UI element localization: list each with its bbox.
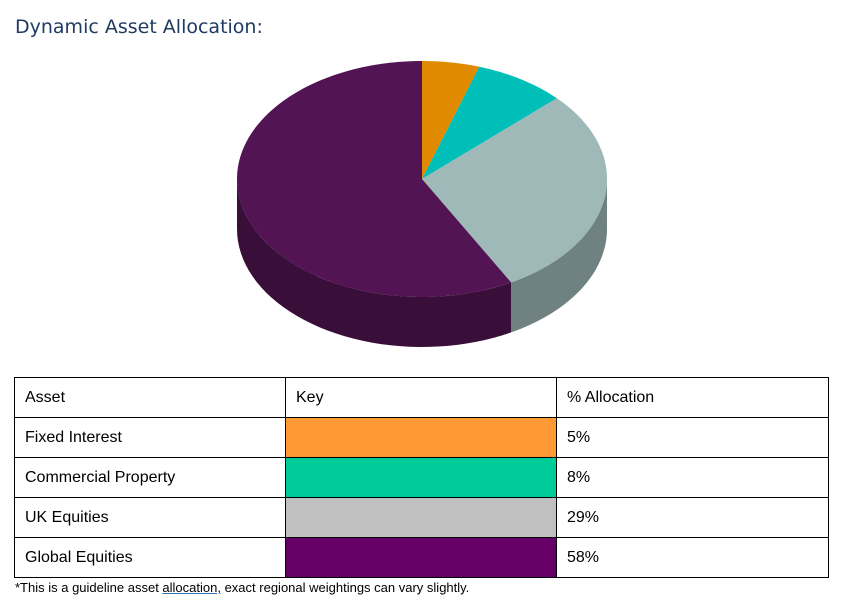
asset-name: Global Equities xyxy=(14,537,286,578)
allocation-value: 8% xyxy=(556,457,829,498)
footnote-text-end: exact regional weightings can vary sligh… xyxy=(220,580,470,595)
key-swatch xyxy=(286,538,556,577)
asset-name: Fixed Interest xyxy=(14,417,286,458)
key-swatch xyxy=(286,458,556,497)
table-row: Commercial Property 8% xyxy=(14,457,829,498)
page-title: Dynamic Asset Allocation: xyxy=(15,16,263,38)
table-row: UK Equities 29% xyxy=(14,497,829,538)
footnote-underlined-word: allocation, xyxy=(162,580,221,595)
allocation-value: 58% xyxy=(556,537,829,578)
key-swatch xyxy=(286,498,556,537)
pie-slice-global-equities xyxy=(237,61,512,297)
pie-side-global-equities xyxy=(237,179,512,347)
asset-name: UK Equities xyxy=(14,497,286,538)
footnote-text: *This is a guideline asset xyxy=(15,580,163,595)
pie-sides xyxy=(237,179,607,347)
key-cell xyxy=(285,497,557,538)
asset-name: Commercial Property xyxy=(14,457,286,498)
table-row: Fixed Interest 5% xyxy=(14,417,829,458)
allocation-pie-chart xyxy=(237,61,607,347)
header-allocation: % Allocation xyxy=(556,377,829,418)
allocation-value: 29% xyxy=(556,497,829,538)
allocation-table: Asset Key % Allocation Fixed Interest 5%… xyxy=(14,377,829,578)
pie-slice-fixed-interest xyxy=(422,61,480,179)
header-asset: Asset xyxy=(14,377,286,418)
pie-slice-commercial-property xyxy=(422,66,557,179)
key-swatch xyxy=(286,418,556,457)
key-cell xyxy=(285,537,557,578)
allocation-value: 5% xyxy=(556,417,829,458)
key-cell xyxy=(285,457,557,498)
pie-side-uk-equities xyxy=(511,179,607,333)
table-header-row: Asset Key % Allocation xyxy=(14,377,829,418)
pie-top xyxy=(237,61,607,297)
footnote: *This is a guideline asset allocation, e… xyxy=(15,580,469,595)
pie-slice-uk-equities xyxy=(422,98,607,283)
table-row: Global Equities 58% xyxy=(14,537,829,578)
header-key: Key xyxy=(285,377,557,418)
key-cell xyxy=(285,417,557,458)
